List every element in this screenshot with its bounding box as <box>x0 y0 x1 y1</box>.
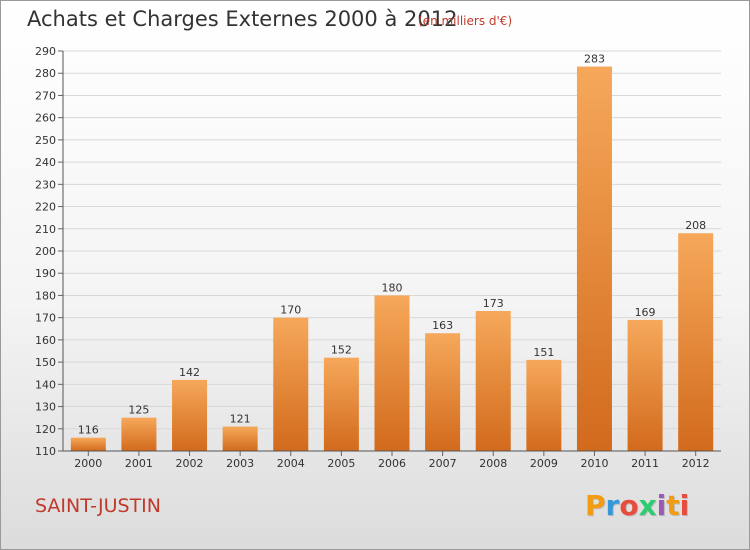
y-tick-label: 250 <box>35 134 56 147</box>
bar-2000 <box>70 437 106 451</box>
data-label: 163 <box>432 319 453 332</box>
y-tick-label: 120 <box>35 423 56 436</box>
x-tick-label: 2001 <box>125 457 153 470</box>
proxiti-logo: Proxiti <box>585 489 690 522</box>
bars <box>70 66 714 452</box>
data-label: 283 <box>584 53 605 66</box>
y-tick-label: 230 <box>35 178 56 191</box>
data-labels: 116 125 142 121 170 152 180 163 173 151 283 169 208 <box>78 53 706 437</box>
data-label: 208 <box>685 219 706 232</box>
y-tick-label: 150 <box>35 356 56 369</box>
bar-2007 <box>425 333 461 451</box>
y-tick-label: 290 <box>35 45 56 58</box>
data-label: 116 <box>78 424 99 437</box>
data-label: 169 <box>635 306 656 319</box>
data-label: 173 <box>483 297 504 310</box>
x-tick-label: 2004 <box>277 457 305 470</box>
data-label: 180 <box>382 281 403 294</box>
y-tick-label: 210 <box>35 223 56 236</box>
chart-title: Achats et Charges Externes 2000 à 2012 <box>27 7 458 31</box>
y-axis-ticks: 110 120 130 140 150 160 170 180 190 200 210 220 230 2… <box>35 45 63 458</box>
x-tick-label: 2006 <box>378 457 406 470</box>
commune-name: SAINT-JUSTIN <box>35 495 161 517</box>
x-tick-label: 2005 <box>327 457 355 470</box>
bar-2008 <box>475 311 511 451</box>
y-tick-label: 110 <box>35 445 56 458</box>
data-label: 121 <box>230 413 251 426</box>
x-tick-label: 2011 <box>631 457 659 470</box>
bar-2012 <box>678 233 714 451</box>
bar-2006 <box>374 295 410 451</box>
y-tick-label: 260 <box>35 112 56 125</box>
bar-2004 <box>273 317 309 451</box>
bar-2003 <box>222 426 258 451</box>
x-tick-label: 2009 <box>530 457 558 470</box>
bar-2010 <box>576 66 612 452</box>
y-tick-label: 200 <box>35 245 56 258</box>
x-tick-label: 2008 <box>479 457 507 470</box>
x-tick-label: 2010 <box>580 457 608 470</box>
chart-subtitle: (en milliers d'€) <box>418 14 513 28</box>
y-tick-label: 180 <box>35 289 56 302</box>
y-tick-label: 170 <box>35 312 56 325</box>
bar-2005 <box>323 357 359 451</box>
bar-2001 <box>121 417 157 451</box>
y-tick-label: 220 <box>35 201 56 214</box>
y-tick-label: 140 <box>35 378 56 391</box>
x-tick-label: 2007 <box>429 457 457 470</box>
y-tick-label: 190 <box>35 267 56 280</box>
bar-2009 <box>526 359 562 451</box>
x-tick-label: 2000 <box>74 457 102 470</box>
data-label: 151 <box>533 346 554 359</box>
x-tick-label: 2003 <box>226 457 254 470</box>
y-tick-label: 160 <box>35 334 56 347</box>
bar-2011 <box>627 319 663 451</box>
x-tick-label: 2002 <box>176 457 204 470</box>
x-axis-ticks: 2000 2001 2002 2003 2004 2005 2006 2007 2008 2009… <box>74 451 710 470</box>
bar-2002 <box>172 379 208 451</box>
data-label: 142 <box>179 366 200 379</box>
x-tick-label: 2012 <box>682 457 710 470</box>
y-tick-label: 280 <box>35 67 56 80</box>
data-label: 152 <box>331 344 352 357</box>
data-label: 125 <box>128 404 149 417</box>
y-tick-label: 270 <box>35 89 56 102</box>
y-tick-label: 130 <box>35 401 56 414</box>
data-label: 170 <box>280 304 301 317</box>
y-tick-label: 240 <box>35 156 56 169</box>
